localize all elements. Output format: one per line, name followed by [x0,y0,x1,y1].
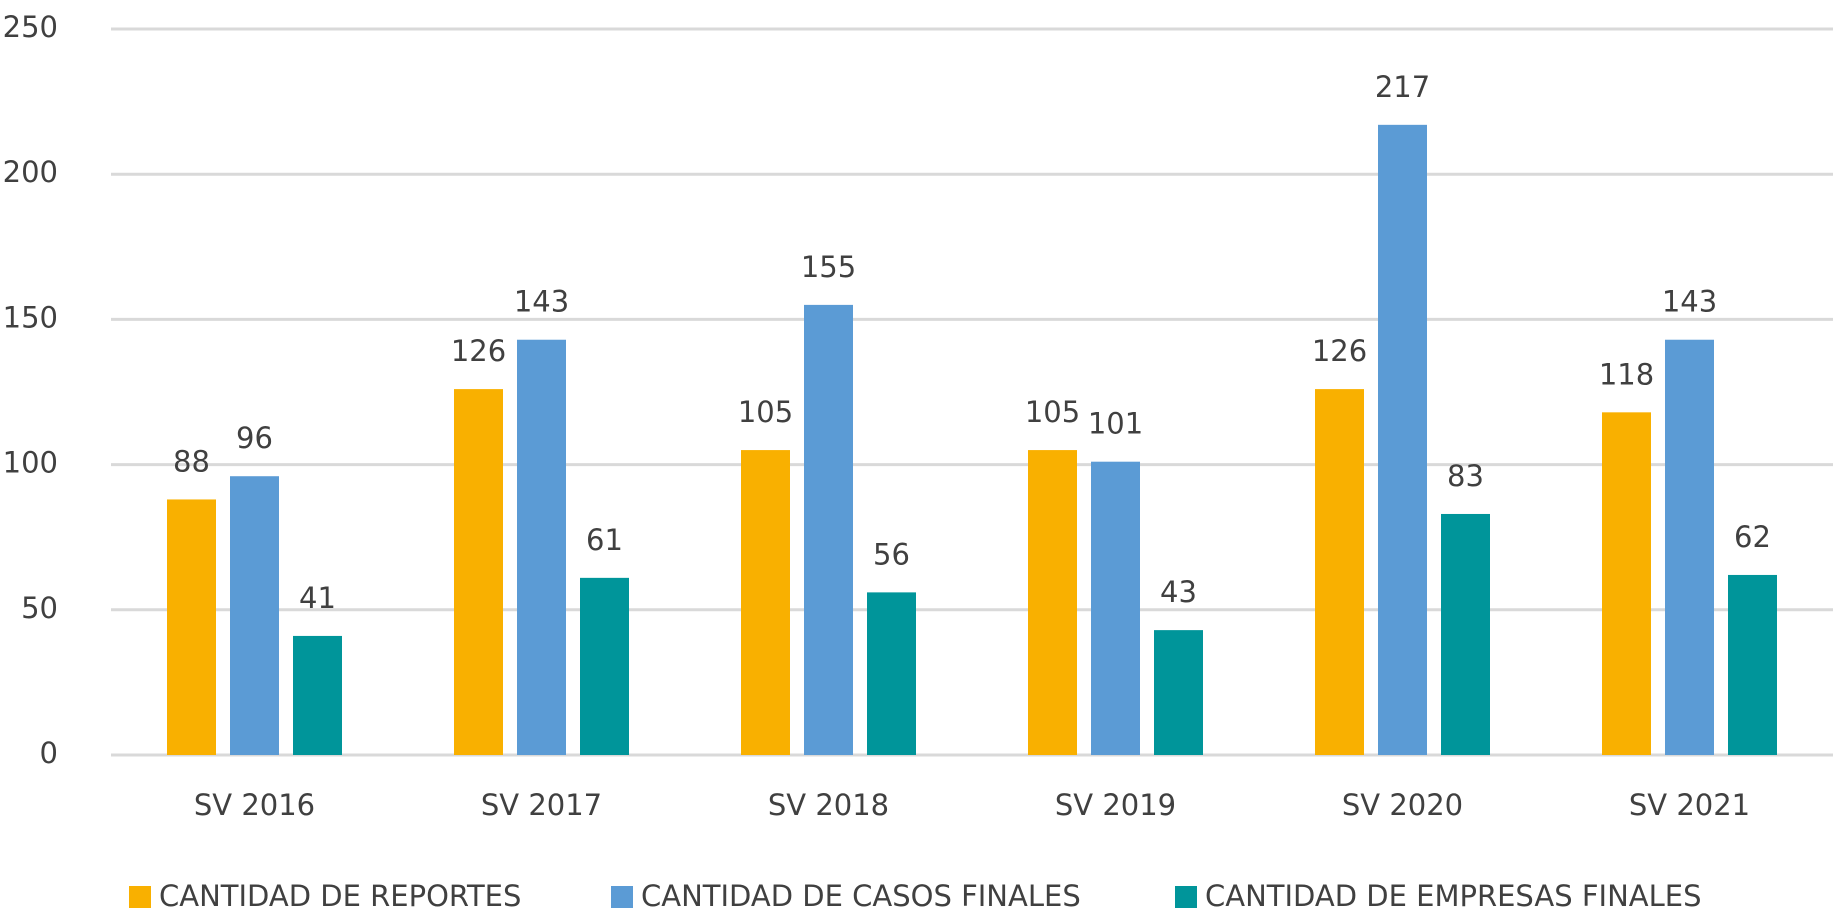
x-tick-label: SV 2019 [1055,788,1176,822]
data-label: 43 [1160,575,1197,609]
data-label: 105 [1025,395,1080,429]
x-tick-label: SV 2018 [768,788,889,822]
bar [1091,461,1140,755]
data-label: 96 [236,421,273,455]
data-label: 126 [1312,334,1367,368]
bar [167,499,216,755]
data-label: 101 [1088,407,1143,441]
bar [1728,574,1777,755]
legend-label: CANTIDAD DE CASOS FINALES [641,879,1081,913]
x-tick-label: SV 2020 [1342,788,1463,822]
data-label: 118 [1599,357,1654,391]
data-label: 61 [586,523,623,557]
x-tick-label: SV 2017 [481,788,602,822]
bar [867,592,916,755]
legend-label: CANTIDAD DE EMPRESAS FINALES [1205,879,1702,913]
y-tick-label: 250 [3,10,58,44]
x-tick-label: SV 2016 [194,788,315,822]
data-label: 105 [738,395,793,429]
bar [804,304,853,755]
legend-swatch [1175,886,1197,908]
bar [1378,124,1427,755]
y-tick-label: 100 [3,446,58,480]
data-label: 143 [1662,285,1717,319]
data-label: 56 [873,537,910,571]
y-tick-label: 150 [3,300,58,334]
data-label: 41 [299,581,336,615]
legend-swatch [129,886,151,908]
bar [293,635,342,755]
data-label: 126 [451,334,506,368]
y-tick-label: 200 [3,155,58,189]
data-label: 62 [1734,520,1771,554]
legend-label: CANTIDAD DE REPORTES [159,879,521,913]
bar [1602,412,1651,755]
legend-swatch [611,886,633,908]
data-label: 155 [801,250,856,284]
bar [580,577,629,755]
bar [741,450,790,755]
bar [454,389,503,755]
data-label: 143 [514,285,569,319]
bar [1665,339,1714,755]
y-tick-label: 0 [40,736,58,770]
data-label: 88 [173,444,210,478]
bar [1441,513,1490,755]
bar [517,339,566,755]
bar [1315,389,1364,755]
y-tick-label: 50 [21,591,58,625]
bar [1028,450,1077,755]
x-tick-label: SV 2021 [1629,788,1750,822]
bar [1154,630,1203,755]
data-label: 217 [1375,70,1430,104]
bar [230,476,279,755]
data-label: 83 [1447,459,1484,493]
